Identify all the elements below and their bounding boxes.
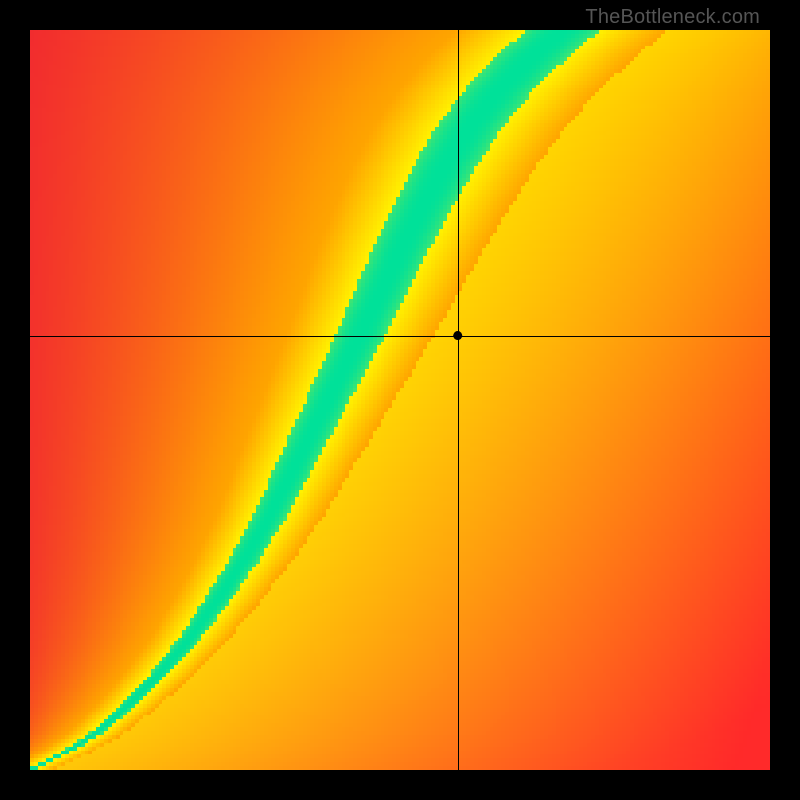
watermark-text: TheBottleneck.com [585, 6, 760, 29]
bottleneck-heatmap [0, 0, 800, 800]
chart-container: TheBottleneck.com [0, 0, 800, 800]
